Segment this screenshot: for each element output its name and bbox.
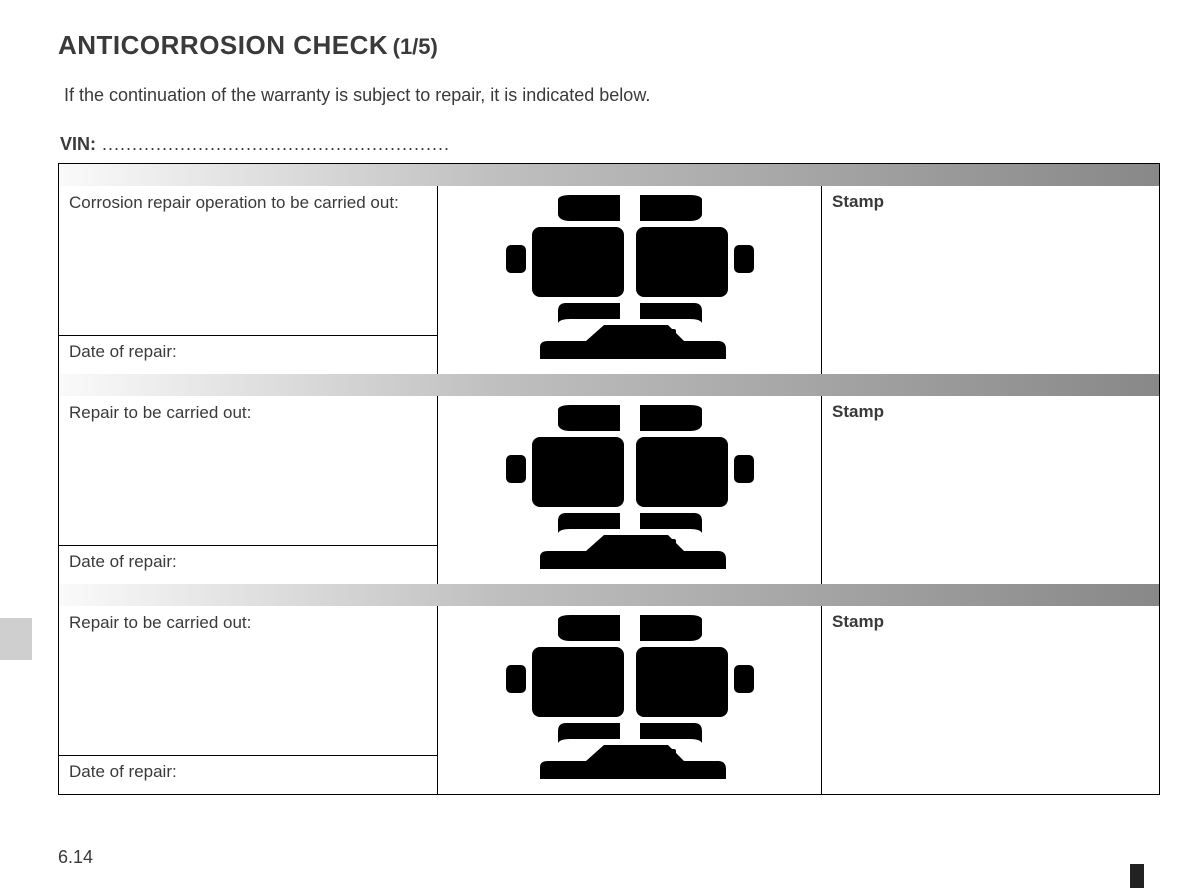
page: ANTICORROSION CHECK (1/5) If the continu… xyxy=(0,0,1200,888)
car-diagram-icon xyxy=(470,191,790,369)
page-subtitle: If the continuation of the warranty is s… xyxy=(64,85,1160,106)
separator-bar xyxy=(59,164,1159,186)
car-diagram-cell xyxy=(437,606,822,794)
separator-bar xyxy=(59,584,1159,606)
check-row: Repair to be carried out: Date of repair… xyxy=(59,396,1159,584)
vin-dots: ........................................… xyxy=(96,134,450,154)
car-diagram-icon xyxy=(470,611,790,789)
separator-bar xyxy=(59,374,1159,396)
date-of-repair-label: Date of repair: xyxy=(59,546,437,584)
row-left: Repair to be carried out: Date of repair… xyxy=(59,606,437,794)
page-title-line: ANTICORROSION CHECK (1/5) xyxy=(58,30,1160,61)
vin-line: VIN: ...................................… xyxy=(60,134,1160,155)
date-of-repair-label: Date of repair: xyxy=(59,756,437,794)
repair-operation-label: Repair to be carried out: xyxy=(59,396,437,546)
check-row: Repair to be carried out: Date of repair… xyxy=(59,606,1159,794)
check-row: Corrosion repair operation to be carried… xyxy=(59,186,1159,374)
repair-operation-label: Repair to be carried out: xyxy=(59,606,437,756)
stamp-label: Stamp xyxy=(822,186,1159,374)
car-diagram-icon xyxy=(470,401,790,579)
car-diagram-cell xyxy=(437,396,822,584)
page-title: ANTICORROSION CHECK xyxy=(58,30,388,60)
form-frame: Corrosion repair operation to be carried… xyxy=(58,163,1160,795)
row-left: Repair to be carried out: Date of repair… xyxy=(59,396,437,584)
left-edge-tab xyxy=(0,618,32,660)
page-title-part: (1/5) xyxy=(393,34,438,59)
row-left: Corrosion repair operation to be carried… xyxy=(59,186,437,374)
date-of-repair-label: Date of repair: xyxy=(59,336,437,374)
repair-operation-label: Corrosion repair operation to be carried… xyxy=(59,186,437,336)
stamp-label: Stamp xyxy=(822,396,1159,584)
stamp-label: Stamp xyxy=(822,606,1159,794)
page-number: 6.14 xyxy=(58,847,93,868)
car-diagram-cell xyxy=(437,186,822,374)
bottom-edge-tab xyxy=(1130,864,1144,888)
vin-label: VIN: xyxy=(60,134,96,154)
